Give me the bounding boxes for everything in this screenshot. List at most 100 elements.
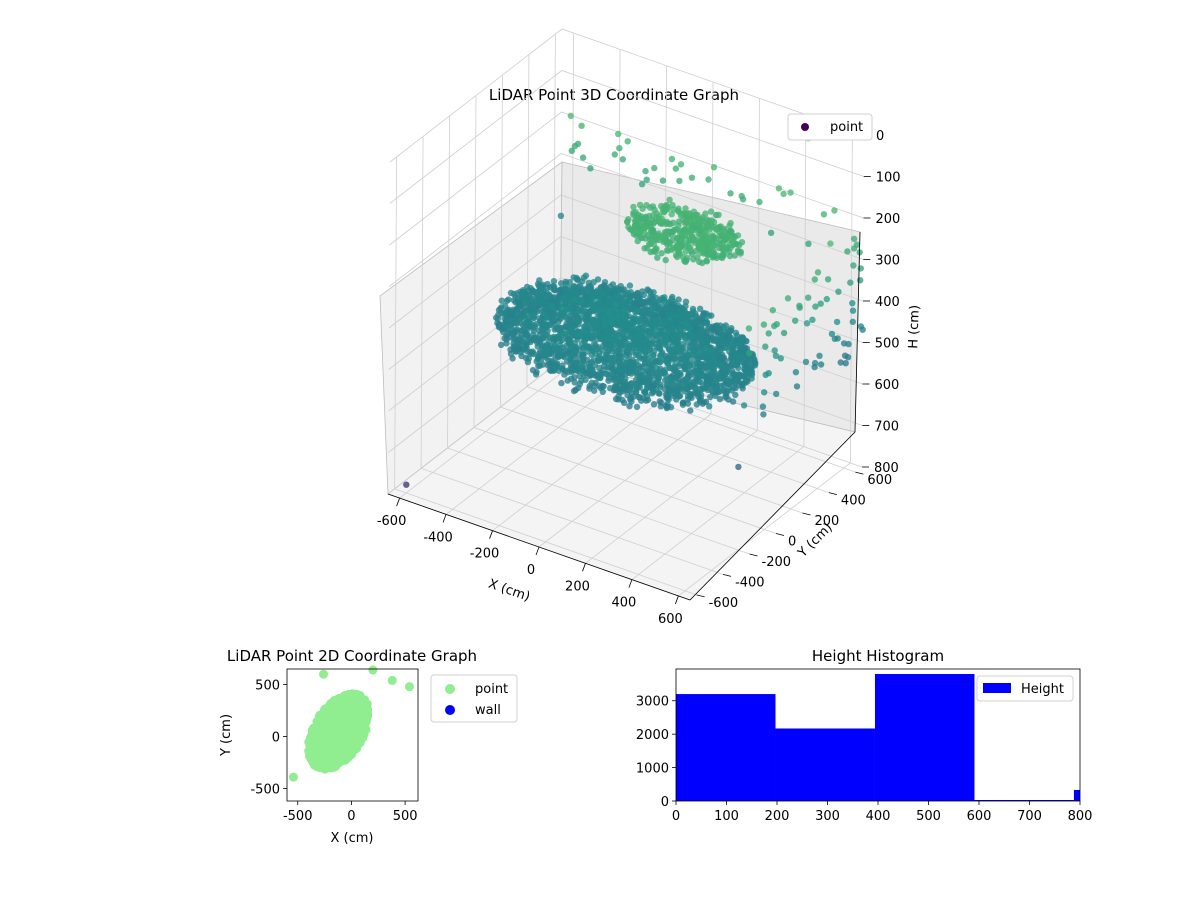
point-3d bbox=[558, 280, 565, 287]
point-3d bbox=[805, 294, 812, 301]
point-3d bbox=[706, 403, 713, 410]
point-3d bbox=[735, 364, 742, 371]
point-3d bbox=[652, 324, 659, 332]
point-3d bbox=[590, 279, 597, 286]
y-tick-label-3d-1: -400 bbox=[735, 575, 765, 590]
point-3d bbox=[664, 394, 671, 401]
histogram-bar-4 bbox=[1073, 789, 1080, 801]
z-tick-label-3d-3: 300 bbox=[875, 254, 900, 269]
point-3d bbox=[591, 387, 598, 394]
point-3d bbox=[638, 375, 645, 382]
point-3d bbox=[725, 380, 733, 388]
point-3d bbox=[534, 343, 541, 350]
point-3d bbox=[677, 161, 685, 168]
point-3d bbox=[612, 395, 620, 403]
point-3d bbox=[644, 351, 652, 358]
point-3d bbox=[850, 262, 857, 269]
point-3d bbox=[827, 240, 834, 247]
grid-floor-y-4 bbox=[500, 406, 803, 514]
x-tick-label-3d-2: -200 bbox=[470, 547, 500, 562]
y-tick-mark-3d-3 bbox=[775, 533, 785, 536]
point-3d bbox=[662, 357, 670, 365]
legend-2d-label-point: point bbox=[475, 682, 508, 697]
z-tick-label-3d-5: 500 bbox=[875, 337, 900, 352]
point-3d bbox=[811, 276, 818, 283]
point-3d bbox=[630, 209, 637, 216]
point-3d bbox=[538, 319, 545, 326]
histogram-title: Height Histogram bbox=[812, 647, 944, 665]
point-3d bbox=[710, 337, 718, 344]
point-2d bbox=[341, 753, 351, 763]
point-3d bbox=[518, 290, 525, 297]
point-3d bbox=[687, 325, 694, 332]
point-3d bbox=[759, 403, 767, 410]
point-3d bbox=[793, 383, 801, 390]
point-3d bbox=[570, 387, 578, 395]
point-3d bbox=[530, 350, 537, 358]
point-3d bbox=[571, 142, 579, 150]
point-3d bbox=[669, 329, 677, 336]
point-3d bbox=[636, 394, 643, 401]
point-3d bbox=[628, 334, 636, 342]
point-3d bbox=[604, 371, 611, 378]
point-3d bbox=[604, 286, 611, 293]
point-3d bbox=[657, 403, 664, 410]
point-3d bbox=[535, 362, 542, 370]
y-axis-label-2d: Y (cm) bbox=[219, 714, 234, 757]
grid-z-1 bbox=[389, 70, 864, 204]
point-2d bbox=[344, 689, 354, 699]
point-3d bbox=[550, 278, 558, 285]
z-tick-label-3d-7: 700 bbox=[874, 420, 899, 435]
point-3d bbox=[619, 300, 626, 307]
point-3d bbox=[539, 327, 546, 334]
point-3d bbox=[792, 317, 799, 324]
point-3d bbox=[549, 304, 556, 311]
point-3d bbox=[522, 354, 530, 361]
point-3d bbox=[812, 303, 819, 310]
point-3d bbox=[558, 313, 565, 320]
y-tick-label-hist-1: 1000 bbox=[636, 762, 669, 777]
point-3d bbox=[761, 389, 768, 396]
grid-floor-y-0 bbox=[394, 488, 697, 596]
point-3d bbox=[771, 347, 778, 354]
y-tick-label-3d-0: -600 bbox=[709, 596, 739, 611]
point-3d bbox=[534, 280, 542, 288]
point-3d bbox=[636, 382, 643, 389]
point-3d bbox=[645, 287, 652, 294]
point-3d bbox=[647, 330, 654, 338]
point-3d bbox=[535, 350, 543, 357]
x-tick-label-3d-1: -400 bbox=[423, 530, 453, 545]
point-3d bbox=[642, 167, 649, 175]
point-3d bbox=[660, 209, 667, 216]
point-3d bbox=[510, 297, 518, 304]
point-2d bbox=[328, 749, 338, 758]
point-3d bbox=[567, 365, 574, 372]
point-3d bbox=[671, 355, 678, 362]
point-3d bbox=[640, 307, 647, 314]
legend-histogram-label: Height bbox=[1021, 682, 1064, 697]
point-3d bbox=[721, 246, 728, 253]
y-tick-mark-3d-1 bbox=[722, 574, 732, 577]
point-3d bbox=[576, 330, 583, 338]
histogram-bar-2 bbox=[874, 674, 975, 801]
point-3d bbox=[625, 223, 632, 231]
point-3d bbox=[655, 390, 662, 397]
grid-z-6 bbox=[388, 277, 863, 412]
point-3d bbox=[741, 367, 749, 374]
point-3d bbox=[728, 362, 735, 369]
point-2d bbox=[317, 716, 326, 725]
point-3d bbox=[796, 302, 803, 309]
point-3d bbox=[726, 248, 733, 255]
point-3d bbox=[746, 350, 753, 357]
grid-floor-y-3 bbox=[473, 427, 777, 534]
point-3d bbox=[738, 192, 745, 200]
point-3d bbox=[707, 393, 714, 401]
point-2d bbox=[342, 699, 351, 709]
legend-2d-label-wall: wall bbox=[475, 703, 501, 718]
point-3d bbox=[505, 296, 512, 303]
point-3d bbox=[676, 377, 684, 385]
point-3d bbox=[638, 181, 646, 188]
point-3d bbox=[772, 352, 780, 359]
point-3d bbox=[673, 243, 680, 250]
x-tick-label-hist-8: 800 bbox=[1068, 809, 1093, 824]
